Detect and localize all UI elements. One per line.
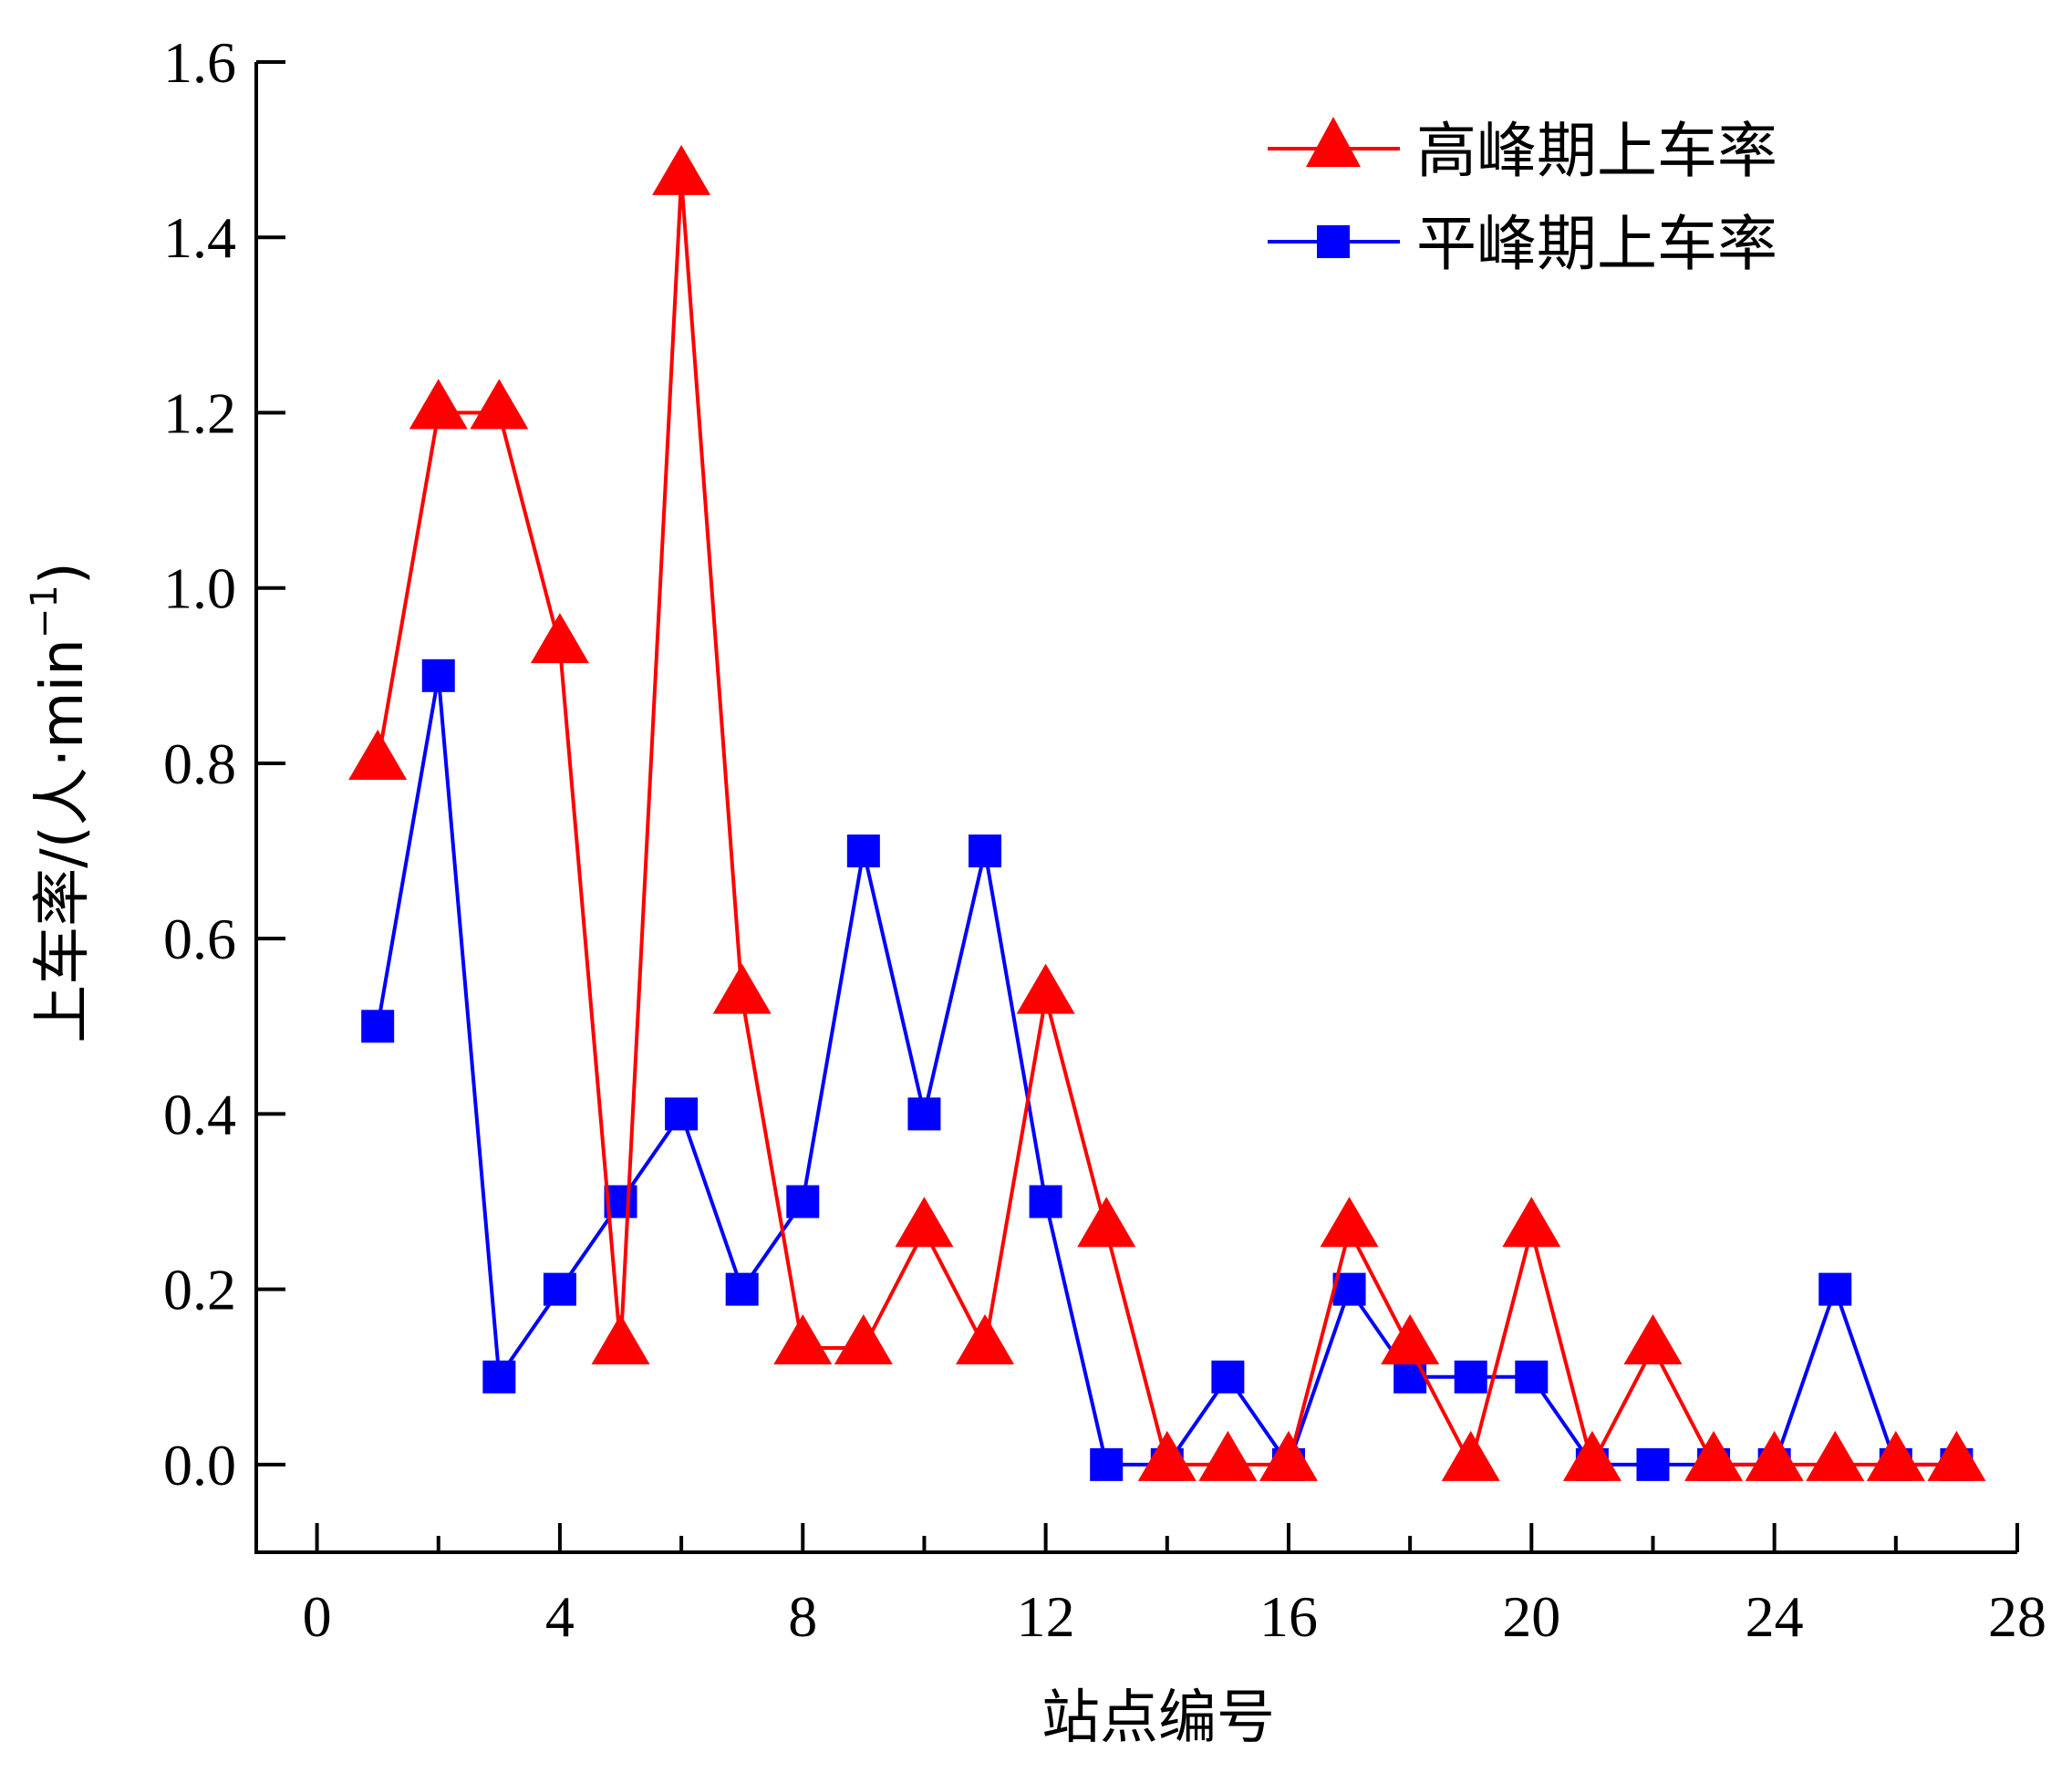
series-peak [348,144,1986,1481]
legend-peak-label: 高峰期上车率 [1416,116,1777,186]
offpeak-point [725,1272,759,1306]
offpeak-point [969,834,1002,868]
peak-point [773,1314,833,1365]
y-axis-ticks: 0.0 0.2 0.4 0.6 0.8 1.0 1.2 1.4 1.6 [163,30,285,1498]
y-axis-title-superscript: −1 [24,585,66,638]
offpeak-point [1818,1272,1852,1306]
peak-point [1077,1197,1136,1248]
peak-point [895,1197,954,1248]
x-tick-label: 20 [1502,1584,1560,1649]
peak-point [1441,1430,1500,1481]
legend: 高峰期上车率 平峰期上车率 [1268,116,1777,279]
y-tick-label: 1.4 [163,205,236,270]
offpeak-point [846,834,880,868]
y-tick-label: 0.8 [163,731,236,796]
x-tick-label: 0 [303,1584,332,1649]
plot-series [348,144,1986,1481]
peak-series-line [376,178,1957,1470]
x-tick-label: 8 [788,1584,817,1649]
legend-peak-marker [1306,117,1361,167]
axes: 0.0 0.2 0.4 0.6 0.8 1.0 1.2 1.4 1.6 0 4 8 12 16 20 24 2… [163,30,2046,1649]
x-tick-label: 4 [545,1584,575,1649]
y-tick-label: 0.4 [163,1082,236,1146]
offpeak-point [907,1097,941,1131]
peak-point [1381,1314,1440,1365]
legend-offpeak-label: 平峰期上车率 [1416,209,1777,279]
y-axis-title-close: ) [29,562,97,585]
peak-point [1623,1314,1683,1365]
peak-point [1137,1430,1197,1481]
peak-point [1320,1197,1379,1248]
offpeak-point [1515,1360,1549,1394]
offpeak-point [665,1097,699,1131]
peak-point [1927,1430,1986,1481]
offpeak-point [1393,1360,1427,1394]
legend-offpeak-marker [1317,225,1350,258]
peak-point [1806,1430,1865,1481]
offpeak-point [482,1360,516,1394]
y-tick-label: 1.2 [163,380,236,445]
offpeak-point [361,1010,395,1043]
x-tick-label: 28 [1988,1584,2046,1649]
y-tick-label: 0.2 [163,1258,236,1322]
offpeak-point [1636,1447,1670,1481]
peak-point [530,613,589,664]
offpeak-point [1090,1447,1124,1481]
x-axis-title: 站点编号 [1041,1685,1275,1752]
y-axis-title-main: 上车率/(人·min [29,638,97,1043]
x-tick-label: 12 [1017,1584,1075,1649]
peak-point [1562,1430,1621,1481]
offpeak-point [1029,1185,1062,1218]
peak-point [652,144,711,195]
y-tick-label: 0.6 [163,907,236,971]
peak-point [1502,1197,1561,1248]
peak-point [591,1314,650,1365]
peak-point [1745,1430,1804,1481]
legend-item-peak: 高峰期上车率 [1268,116,1777,186]
y-tick-label: 0.0 [163,1433,236,1498]
peak-point [1259,1430,1318,1481]
offpeak-point [1454,1360,1487,1394]
offpeak-point [1211,1360,1245,1394]
peak-point [409,378,468,430]
peak-point [1866,1430,1925,1481]
peak-point [348,729,408,780]
x-tick-label: 16 [1259,1584,1318,1649]
peak-point [956,1314,1015,1365]
peak-point [1198,1430,1258,1481]
x-tick-label: 24 [1746,1584,1804,1649]
y-axis-title: 上车率/(人·min−1) [24,562,97,1043]
peak-point [712,963,772,1014]
offpeak-point [421,658,455,692]
y-tick-label: 1.6 [163,30,236,95]
x-axis-ticks: 0 4 8 12 16 20 24 28 [303,1523,2046,1649]
offpeak-point [786,1185,820,1218]
legend-item-offpeak: 平峰期上车率 [1268,209,1777,279]
peak-point [470,378,529,430]
y-tick-label: 1.0 [163,556,236,621]
offpeak-point [543,1272,576,1306]
peak-point [1684,1430,1744,1481]
peak-point [834,1314,893,1365]
peak-point [1016,963,1075,1014]
